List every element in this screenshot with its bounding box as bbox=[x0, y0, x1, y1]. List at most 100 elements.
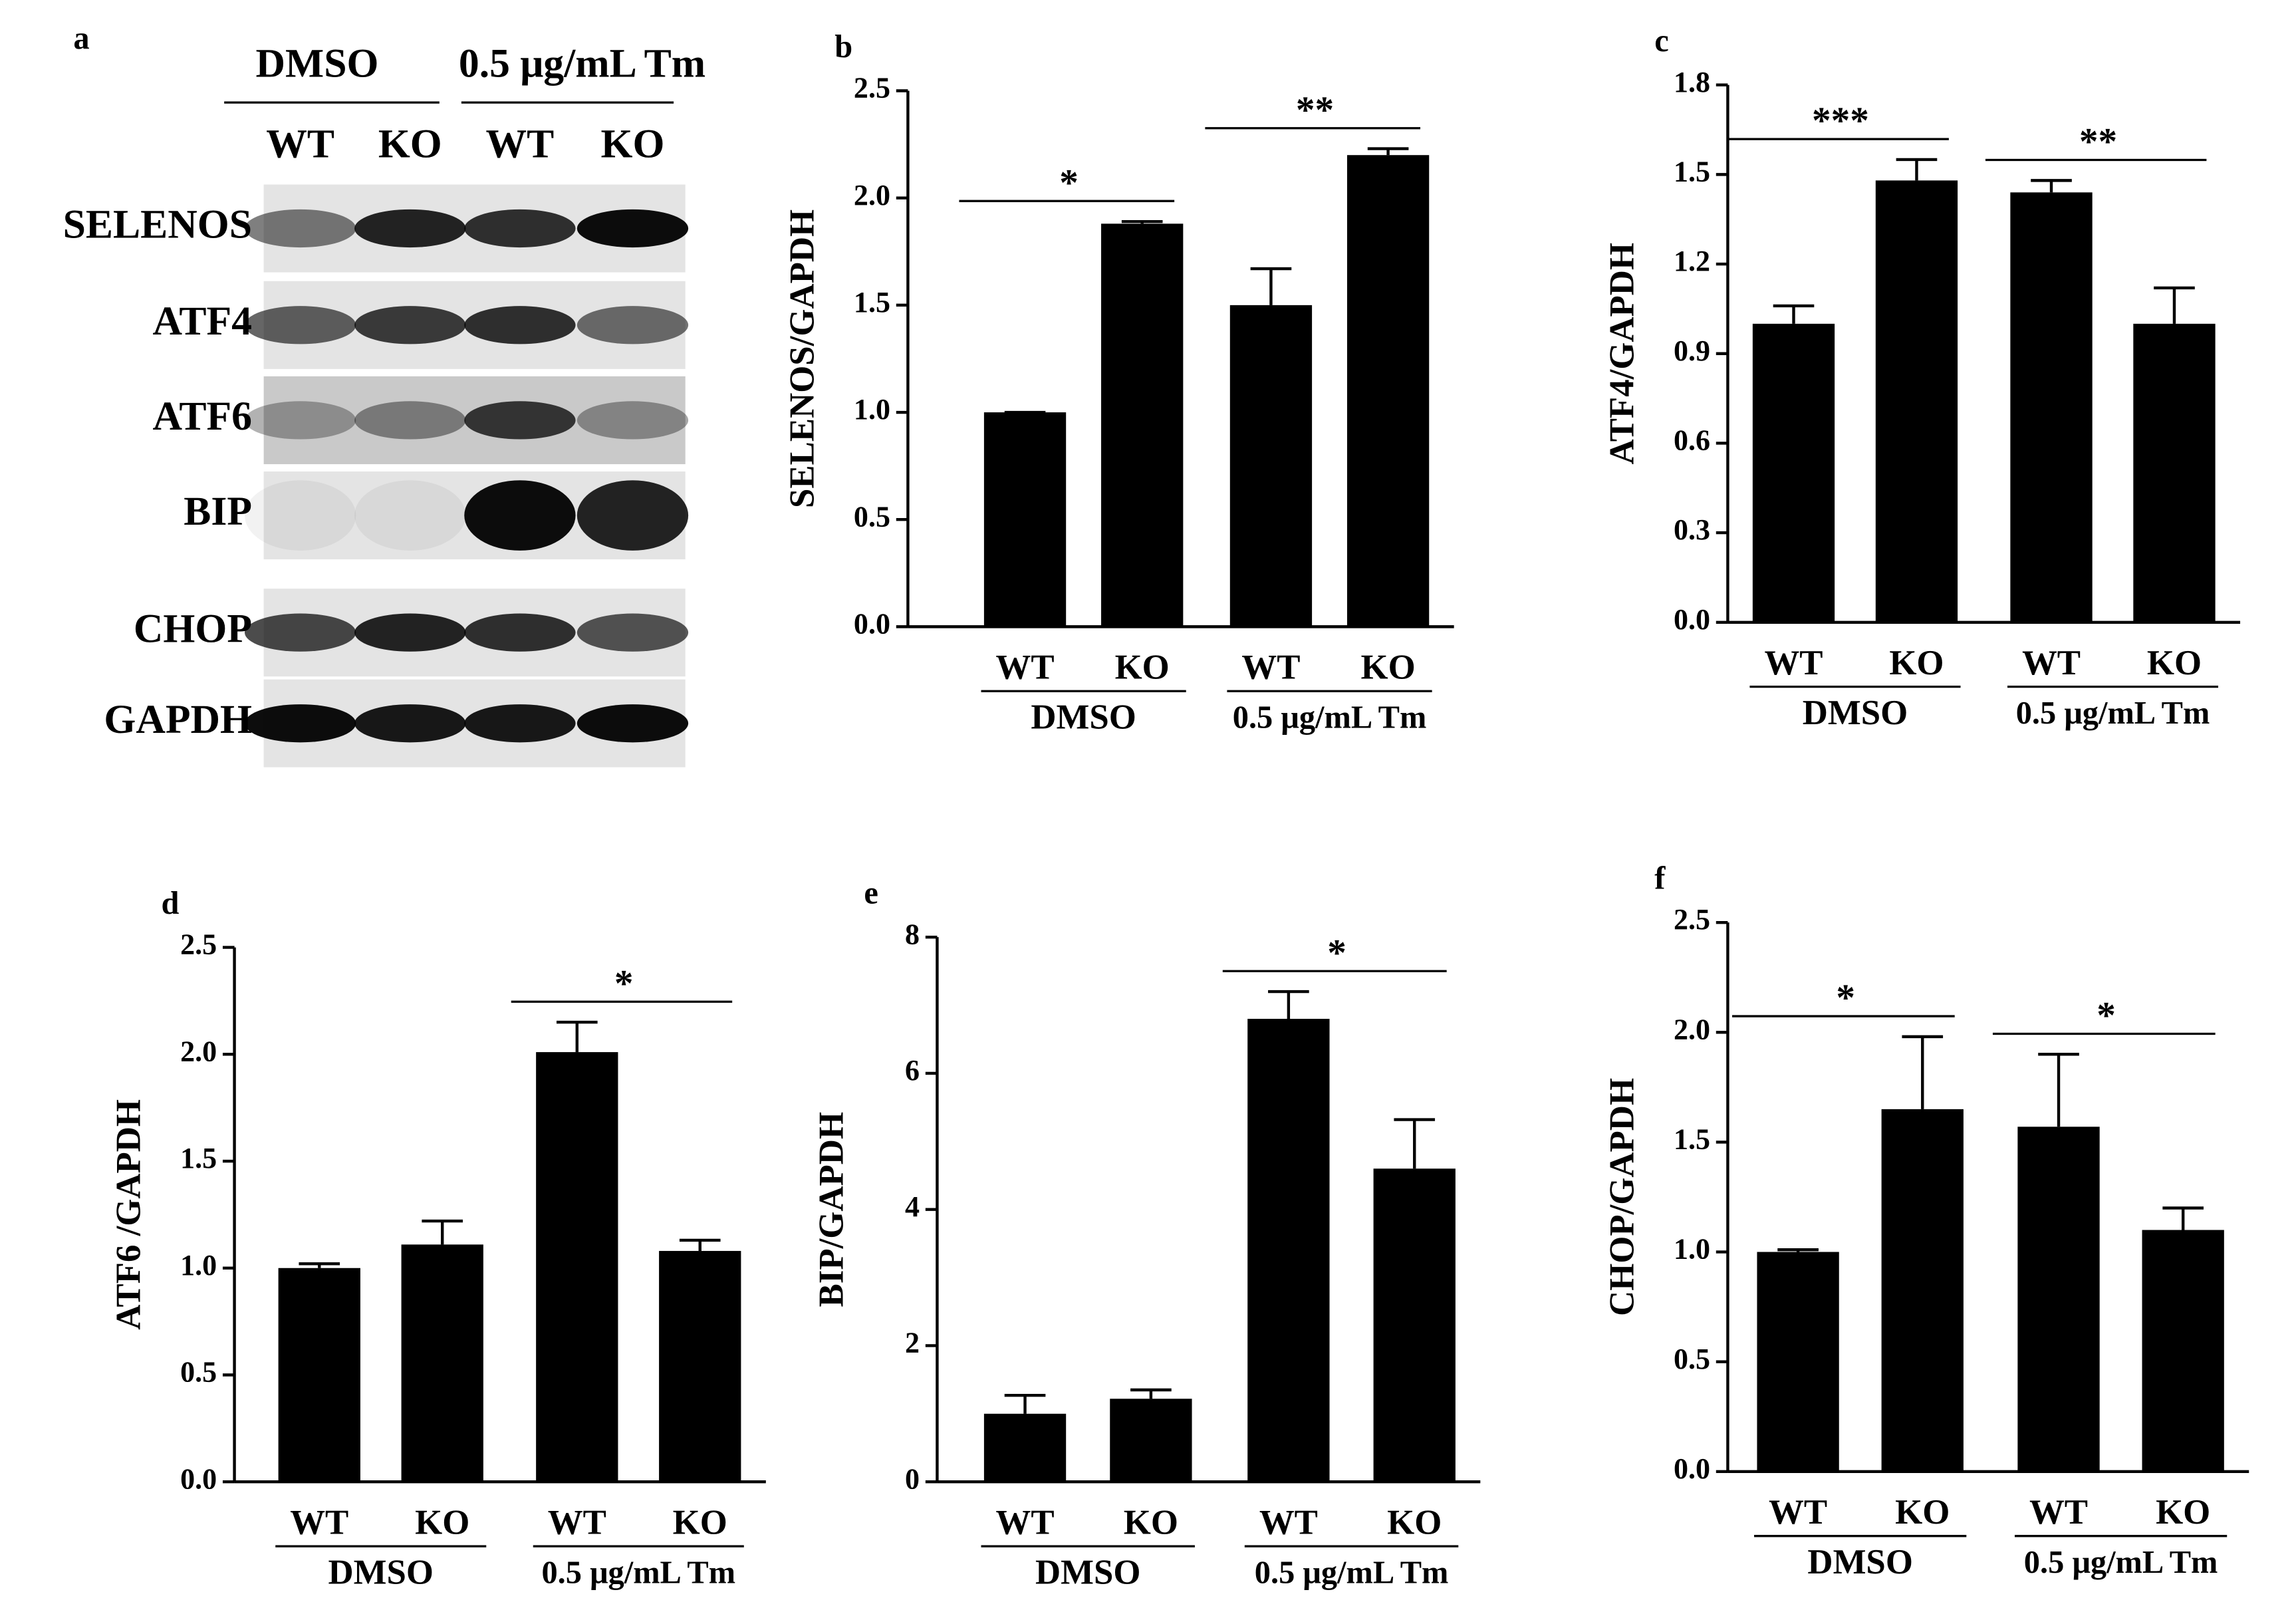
x-tick-label: WT bbox=[1764, 644, 1823, 682]
y-axis-label: SELENOS/GAPDH bbox=[783, 209, 821, 508]
bar bbox=[659, 1251, 741, 1482]
bar bbox=[536, 1052, 618, 1482]
blot-band bbox=[464, 704, 576, 743]
panel-label: d bbox=[161, 886, 179, 921]
x-tick-label: WT bbox=[1259, 1503, 1318, 1542]
bar bbox=[2010, 192, 2093, 622]
y-tick-label: 8 bbox=[905, 918, 920, 950]
y-tick-label: 1.5 bbox=[1674, 1123, 1710, 1156]
bar bbox=[1752, 323, 1835, 622]
blot-lane-label: KO bbox=[601, 122, 665, 167]
panel-label: c bbox=[1654, 23, 1669, 59]
error-bar bbox=[1367, 147, 1409, 156]
blot-band bbox=[354, 480, 466, 551]
y-tick-label: 0.5 bbox=[180, 1356, 217, 1389]
bar bbox=[401, 1244, 483, 1482]
blot-band bbox=[464, 613, 576, 652]
group-label: DMSO bbox=[1035, 1553, 1140, 1591]
blot-band bbox=[464, 480, 576, 551]
blot-band bbox=[244, 704, 356, 743]
blot-band bbox=[244, 209, 356, 248]
y-tick-label: 2.5 bbox=[854, 72, 890, 104]
blot-band bbox=[244, 401, 356, 440]
error-bar bbox=[1004, 1394, 1046, 1414]
blot-band bbox=[244, 480, 356, 551]
blot-row-label: BIP bbox=[184, 489, 252, 534]
error-bar bbox=[2162, 1206, 2204, 1230]
y-tick-label: 1.5 bbox=[1674, 155, 1710, 188]
bar bbox=[1373, 1168, 1456, 1482]
blot-band bbox=[244, 306, 356, 344]
y-tick-label: 4 bbox=[905, 1190, 920, 1223]
blot-band bbox=[576, 480, 689, 551]
panel-label: f bbox=[1654, 861, 1666, 896]
x-tick-label: KO bbox=[673, 1503, 727, 1542]
x-tick-label: KO bbox=[1115, 648, 1170, 687]
blot-group-label: DMSO bbox=[256, 41, 379, 86]
significance-label: ** bbox=[1296, 89, 1334, 131]
blot-lane-label: KO bbox=[378, 122, 442, 167]
y-tick-label: 0.9 bbox=[1674, 335, 1710, 367]
blot-row-label: ATF4 bbox=[152, 299, 252, 344]
bar bbox=[1346, 155, 1430, 627]
blot-group-label: 0.5 μg/mL Tm bbox=[459, 41, 705, 86]
bar bbox=[983, 1413, 1067, 1482]
significance-label: * bbox=[2097, 995, 2116, 1037]
x-tick-label: KO bbox=[2156, 1493, 2210, 1532]
blot-band bbox=[576, 401, 689, 440]
y-tick-label: 0.6 bbox=[1674, 424, 1710, 457]
error-bar bbox=[2038, 1053, 2079, 1127]
significance-label: * bbox=[614, 962, 634, 1004]
group-label: DMSO bbox=[1807, 1543, 1913, 1581]
error-bar bbox=[1121, 219, 1163, 224]
y-tick-label: 1.5 bbox=[854, 286, 890, 319]
error-bar bbox=[1268, 990, 1309, 1019]
group-label: 0.5 μg/mL Tm bbox=[2016, 696, 2210, 731]
x-tick-label: WT bbox=[996, 648, 1055, 687]
blot-band bbox=[354, 401, 466, 440]
error-bar bbox=[1896, 158, 1938, 181]
y-tick-label: 0.0 bbox=[1674, 603, 1710, 636]
group-label: 0.5 μg/mL Tm bbox=[2024, 1545, 2218, 1580]
y-tick-label: 1.0 bbox=[180, 1249, 217, 1281]
group-label: DMSO bbox=[328, 1553, 434, 1591]
x-tick-label: KO bbox=[1895, 1493, 1950, 1532]
blot-row-label: GAPDH bbox=[104, 697, 252, 742]
y-axis-label: CHOP/GAPDH bbox=[1602, 1078, 1641, 1316]
error-bar bbox=[299, 1262, 340, 1268]
blot-band bbox=[576, 704, 689, 743]
y-tick-label: 2.0 bbox=[854, 179, 890, 211]
y-tick-label: 2.0 bbox=[180, 1035, 217, 1067]
significance-label: * bbox=[1059, 162, 1079, 203]
blot-band bbox=[576, 306, 689, 344]
group-label: DMSO bbox=[1031, 698, 1136, 736]
blot-band bbox=[354, 613, 466, 652]
blot-band bbox=[244, 613, 356, 652]
x-tick-label: WT bbox=[548, 1503, 606, 1542]
x-tick-label: WT bbox=[996, 1503, 1055, 1542]
x-tick-label: WT bbox=[2029, 1493, 2088, 1532]
panel-label: b bbox=[834, 29, 852, 65]
error-bar bbox=[2154, 286, 2195, 324]
blot-band bbox=[576, 613, 689, 652]
error-bar bbox=[1394, 1118, 1436, 1169]
group-label: 0.5 μg/mL Tm bbox=[1255, 1555, 1449, 1590]
bar bbox=[2142, 1230, 2224, 1472]
x-tick-label: WT bbox=[1769, 1493, 1827, 1532]
bar bbox=[278, 1268, 360, 1482]
bar bbox=[983, 412, 1067, 627]
bar bbox=[1881, 1109, 1964, 1472]
y-tick-label: 0.0 bbox=[854, 607, 890, 640]
x-tick-label: WT bbox=[2022, 644, 2081, 682]
x-tick-label: KO bbox=[415, 1503, 469, 1542]
bar bbox=[1247, 1019, 1330, 1482]
blot-band bbox=[464, 306, 576, 344]
y-tick-label: 1.8 bbox=[1674, 66, 1710, 98]
bar bbox=[1101, 223, 1184, 627]
blot-row-label: SELENOS bbox=[63, 202, 252, 247]
blot-row-label: CHOP bbox=[134, 606, 252, 651]
significance-label: * bbox=[1836, 977, 1855, 1019]
x-tick-label: KO bbox=[1889, 644, 1944, 682]
